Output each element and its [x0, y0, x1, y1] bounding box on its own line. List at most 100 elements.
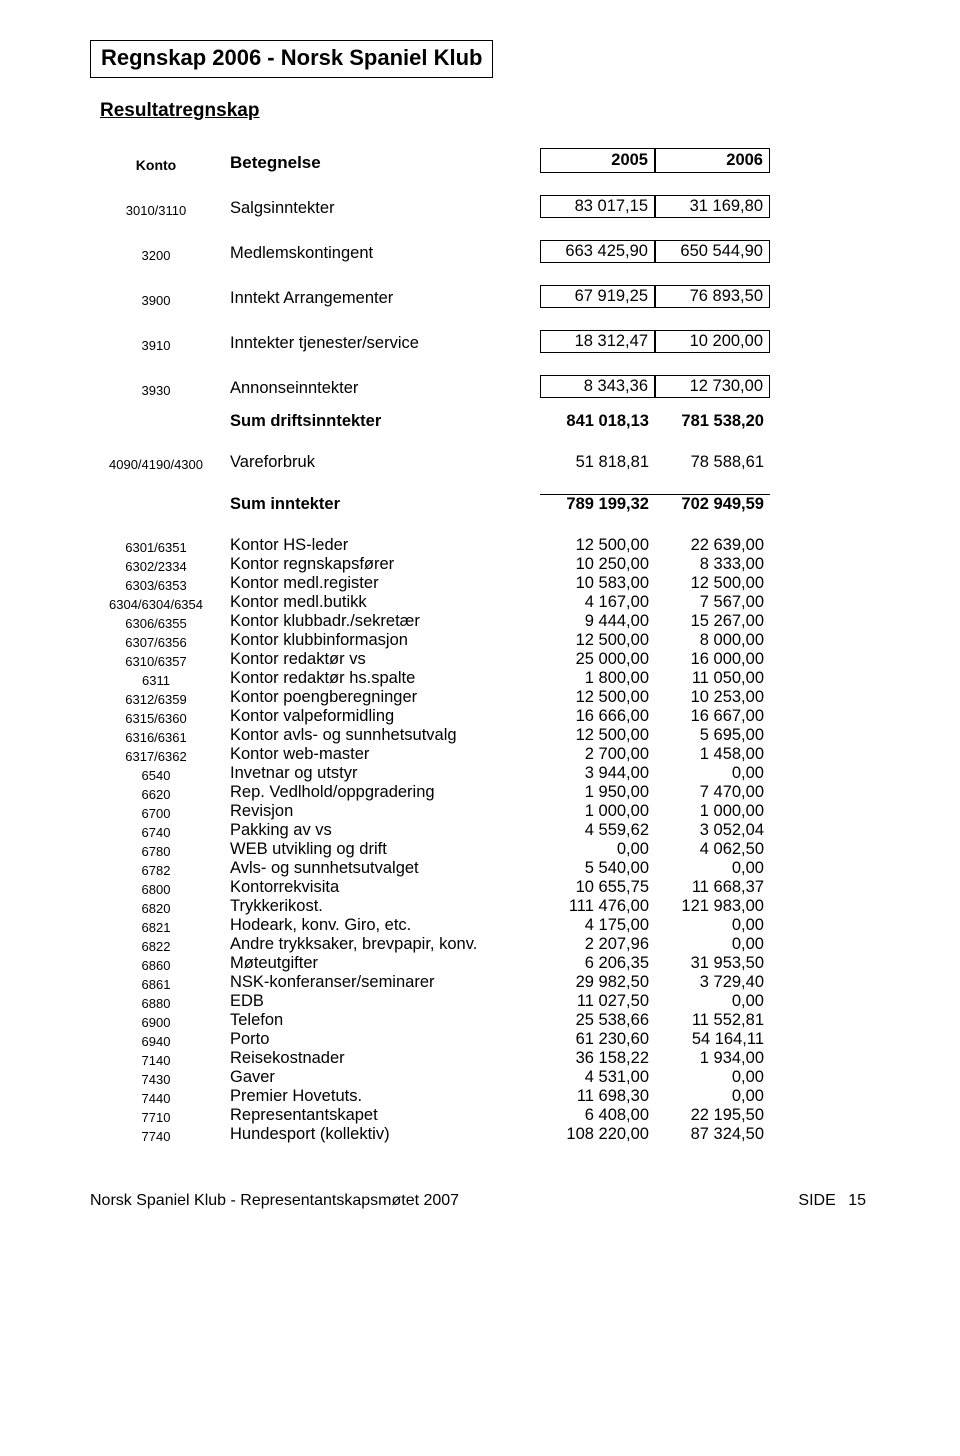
cell-2005: 6 408,00 [540, 1106, 655, 1125]
cell-2005: 4 175,00 [540, 916, 655, 935]
cell-2006: 10 253,00 [655, 688, 770, 707]
cell-label: Kontor regnskapsfører [230, 555, 540, 574]
cell-konto: 6620 [90, 787, 230, 802]
cell-label: Salgsinntekter [230, 199, 540, 218]
cell-2006: 1 000,00 [655, 802, 770, 821]
header-year-2006: 2006 [655, 148, 770, 173]
cell-label: Reisekostnader [230, 1049, 540, 1068]
cell-2006: 8 000,00 [655, 631, 770, 650]
cell-konto: 6782 [90, 863, 230, 878]
cell-2006: 11 050,00 [655, 669, 770, 688]
cell-2005: 111 476,00 [540, 897, 655, 916]
cell-2005: 51 818,81 [540, 453, 655, 472]
cell-label: Kontor redaktør hs.spalte [230, 669, 540, 688]
cell-konto: 6310/6357 [90, 654, 230, 669]
cell-label: Sum inntekter [230, 495, 540, 514]
cell-label: WEB utvikling og drift [230, 840, 540, 859]
cell-konto: 6700 [90, 806, 230, 821]
cell-konto: 3010/3110 [90, 203, 230, 218]
table-row: 3200Medlemskontingent663 425,90650 544,9… [90, 240, 870, 263]
cell-2006: 0,00 [655, 935, 770, 954]
page-footer: Norsk Spaniel Klub - Representantskapsmø… [90, 1192, 870, 1210]
cell-2006: 54 164,11 [655, 1030, 770, 1049]
cell-2006: 5 695,00 [655, 726, 770, 745]
cell-konto: 6880 [90, 996, 230, 1011]
cell-label: EDB [230, 992, 540, 1011]
table-row: 7740Hundesport (kollektiv)108 220,0087 3… [90, 1125, 870, 1144]
table-row: 6820Trykkerikost.111 476,00121 983,00 [90, 897, 870, 916]
cell-2005: 8 343,36 [540, 375, 655, 398]
cell-label: Trykkerikost. [230, 897, 540, 916]
cell-label: Premier Hovetuts. [230, 1087, 540, 1106]
table-row: 6312/6359Kontor poengberegninger12 500,0… [90, 688, 870, 707]
table-row: 6540Invetnar og utstyr3 944,000,00 [90, 764, 870, 783]
header-year-2005: 2005 [540, 148, 655, 173]
cell-2005: 11 027,50 [540, 992, 655, 1011]
cell-label: Inntekt Arrangementer [230, 289, 540, 308]
cell-2006: 8 333,00 [655, 555, 770, 574]
table-row: 6880EDB11 027,500,00 [90, 992, 870, 1011]
table-row: 6303/6353Kontor medl.register10 583,0012… [90, 574, 870, 593]
cell-2006: 7 567,00 [655, 593, 770, 612]
table-row: 7430Gaver4 531,000,00 [90, 1068, 870, 1087]
cell-label: Hodeark, konv. Giro, etc. [230, 916, 540, 935]
cell-2006: 7 470,00 [655, 783, 770, 802]
cell-2006: 0,00 [655, 1068, 770, 1087]
cell-2005: 11 698,30 [540, 1087, 655, 1106]
cell-2005: 4 531,00 [540, 1068, 655, 1087]
cell-label: Invetnar og utstyr [230, 764, 540, 783]
cell-konto: 6800 [90, 882, 230, 897]
cell-konto: 6821 [90, 920, 230, 935]
cell-2005: 663 425,90 [540, 240, 655, 263]
cell-2005: 9 444,00 [540, 612, 655, 631]
table-row: 6315/6360Kontor valpeformidling16 666,00… [90, 707, 870, 726]
table-row: 6311Kontor redaktør hs.spalte1 800,0011 … [90, 669, 870, 688]
table-row: 6307/6356Kontor klubbinformasjon12 500,0… [90, 631, 870, 650]
footer-page-number: 15 [848, 1192, 866, 1209]
cell-konto: 3910 [90, 338, 230, 353]
table-row: 6306/6355Kontor klubbadr./sekretær9 444,… [90, 612, 870, 631]
cell-konto: 6315/6360 [90, 711, 230, 726]
cell-konto: 7440 [90, 1091, 230, 1106]
vareforbruk-row: 4090/4190/4300 Vareforbruk 51 818,81 78 … [90, 453, 870, 472]
cell-2006: 702 949,59 [655, 494, 770, 514]
table-row: 6782Avls- og sunnhetsutvalget5 540,000,0… [90, 859, 870, 878]
cell-2005: 18 312,47 [540, 330, 655, 353]
cell-2005: 10 250,00 [540, 555, 655, 574]
cell-label: Kontor web-master [230, 745, 540, 764]
table-row: 7440Premier Hovetuts.11 698,300,00 [90, 1087, 870, 1106]
cell-label: Rep. Vedlhold/oppgradering [230, 783, 540, 802]
cell-2005: 841 018,13 [540, 412, 655, 431]
cell-konto: 3900 [90, 293, 230, 308]
cell-2005: 61 230,60 [540, 1030, 655, 1049]
cell-2005: 36 158,22 [540, 1049, 655, 1068]
cell-2006: 1 458,00 [655, 745, 770, 764]
cell-2005: 3 944,00 [540, 764, 655, 783]
cell-konto: 4090/4190/4300 [90, 457, 230, 472]
cell-2006: 31 953,50 [655, 954, 770, 973]
sum-inntekter-row: Sum inntekter 789 199,32 702 949,59 [90, 494, 870, 514]
cell-label: Porto [230, 1030, 540, 1049]
cell-label: Telefon [230, 1011, 540, 1030]
cell-2006: 4 062,50 [655, 840, 770, 859]
cell-2005: 25 000,00 [540, 650, 655, 669]
table-row: 3010/3110Salgsinntekter83 017,1531 169,8… [90, 195, 870, 218]
cell-konto: 6307/6356 [90, 635, 230, 650]
cell-2005: 5 540,00 [540, 859, 655, 878]
table-row: 7710Representantskapet6 408,0022 195,50 [90, 1106, 870, 1125]
table-header: Konto Betegnelse 2005 2006 [90, 148, 870, 173]
cell-2006: 16 000,00 [655, 650, 770, 669]
cell-konto: 7740 [90, 1129, 230, 1144]
cell-label: Sum driftsinntekter [230, 412, 540, 431]
table-row: 3910Inntekter tjenester/service18 312,47… [90, 330, 870, 353]
page: Regnskap 2006 - Norsk Spaniel Klub Resul… [0, 0, 960, 1240]
cell-2006: 781 538,20 [655, 412, 770, 431]
cell-2005: 4 167,00 [540, 593, 655, 612]
cell-konto: 7710 [90, 1110, 230, 1125]
cell-2005: 29 982,50 [540, 973, 655, 992]
table-row: 6302/2334Kontor regnskapsfører10 250,008… [90, 555, 870, 574]
cell-2006: 10 200,00 [655, 330, 770, 353]
header-label: Betegnelse [230, 153, 540, 173]
cell-2005: 10 655,75 [540, 878, 655, 897]
cell-2006: 16 667,00 [655, 707, 770, 726]
